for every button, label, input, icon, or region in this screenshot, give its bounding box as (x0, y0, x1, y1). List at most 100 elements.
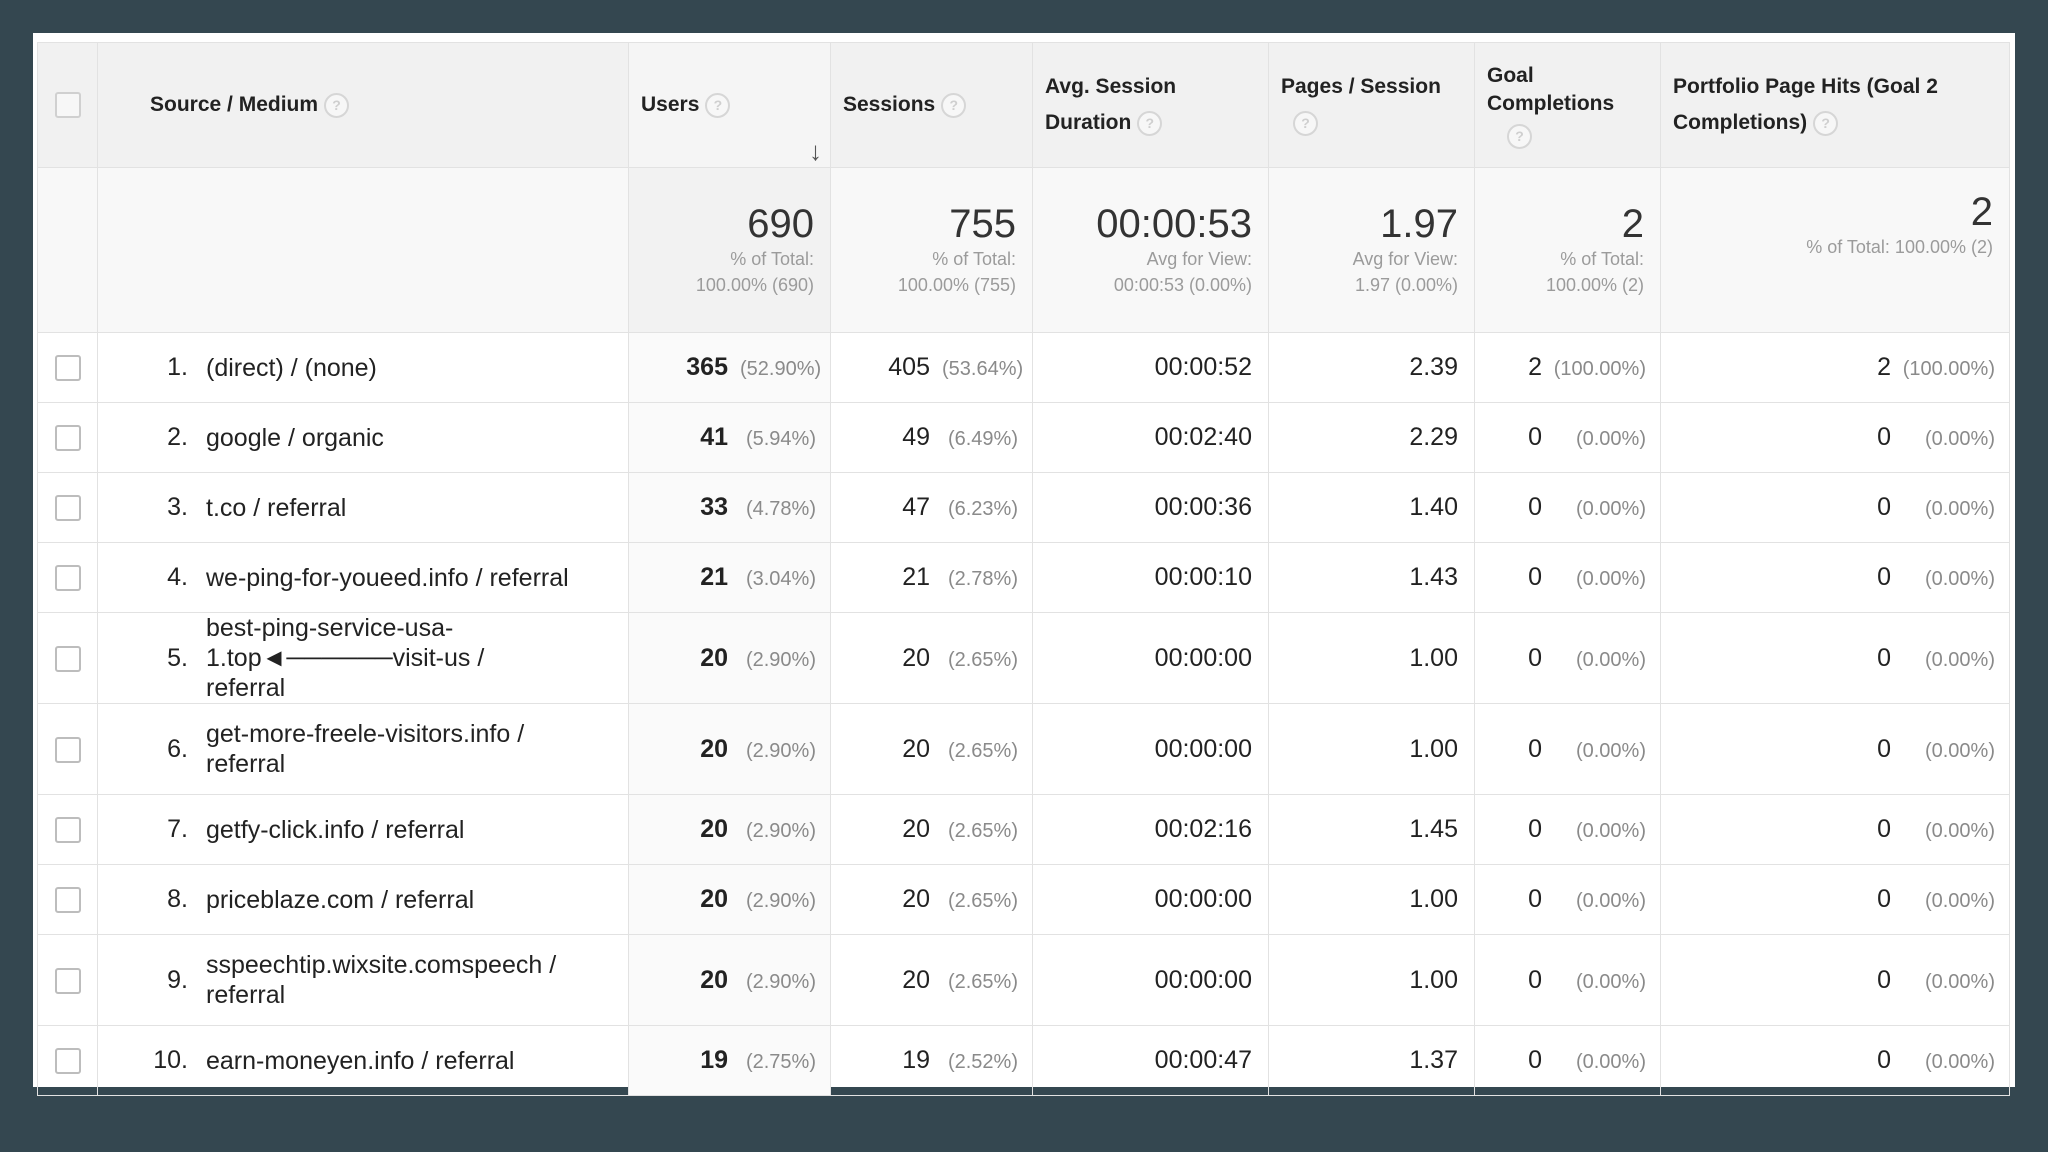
row-checkbox[interactable] (54, 887, 81, 914)
goal-pct: (0.00%) (1575, 648, 1646, 671)
table-row[interactable]: 6. get-more-freele-visitors.info / referr… (37, 703, 2010, 795)
source-medium-link[interactable]: google / organic (206, 423, 384, 452)
col-label: Pages / Session (1281, 75, 1441, 98)
total-value: 2 (1621, 202, 1644, 246)
goal-pct: (0.00%) (1575, 739, 1646, 762)
row-checkbox[interactable] (54, 355, 81, 382)
row-checkbox[interactable] (54, 645, 81, 672)
table-row[interactable]: 1. (direct) / (none) 365 (52.90%) 405 (53.6… (37, 332, 2010, 403)
source-medium-link[interactable]: (direct) / (none) (206, 353, 377, 382)
row-rank: 4. (167, 563, 188, 591)
row-checkbox[interactable] (54, 817, 81, 844)
col-users[interactable]: Users? ↓ (628, 42, 831, 168)
total-sub: % of Total: (730, 249, 814, 269)
source-medium-link[interactable]: getfy-click.info / referral (206, 815, 465, 844)
users-pct: (2.90%) (745, 739, 816, 762)
total-value: 00:00:53 (1096, 202, 1252, 246)
row-checkbox[interactable] (54, 736, 81, 763)
total-sub: % of Total: (932, 249, 1016, 269)
sessions-value: 20 (902, 643, 930, 672)
sort-descending-arrow-icon[interactable]: ↓ (809, 136, 822, 166)
goal-value: 0 (1528, 1046, 1542, 1074)
users-value: 21 (700, 563, 728, 591)
table-row[interactable]: 10. earn-moneyen.info / referral 19 (2.75%… (37, 1025, 2010, 1096)
users-value: 20 (700, 815, 728, 843)
users-pct: (4.78%) (745, 498, 816, 520)
row-rank: 3. (167, 493, 188, 521)
table-row[interactable]: 2. google / organic 41 (5.94%) 49 (6.49%) 0… (37, 402, 2010, 473)
hits-pct: (0.00%) (1924, 739, 1995, 762)
table-row[interactable]: 7. getfy-click.info / referral 20 (2.90%) … (37, 794, 2010, 865)
sessions-pct: (6.23%) (947, 498, 1018, 520)
row-checkbox[interactable] (54, 1048, 81, 1075)
hits-pct: (0.00%) (1924, 428, 1995, 450)
total-sub: Avg for View: (1146, 249, 1252, 269)
source-medium-link[interactable]: earn-moneyen.info / referral (206, 1046, 515, 1075)
col-portfolio-page-hits[interactable]: Portfolio Page Hits (Goal 2 Completions)… (1660, 42, 2010, 168)
help-icon[interactable]: ? (705, 92, 731, 118)
table-row[interactable]: 3. t.co / referral 33 (4.78%) 47 (6.23%) 00… (37, 472, 2010, 543)
goal-value: 0 (1528, 493, 1542, 521)
source-medium-link[interactable]: priceblaze.com / referral (206, 885, 475, 914)
source-medium-link[interactable]: sspeechtip.wixsite.comspeech / referral (206, 951, 557, 1009)
help-icon[interactable]: ? (1507, 123, 1532, 149)
hits-value: 0 (1877, 734, 1891, 763)
avg-session-duration-value: 00:00:00 (1032, 864, 1269, 935)
total-sub: 100.00% (755) (897, 275, 1016, 295)
col-sessions[interactable]: Sessions? (830, 42, 1033, 168)
table-row[interactable]: 9. sspeechtip.wixsite.comspeech / referra… (37, 934, 2010, 1026)
col-label: Goal Completions (1487, 63, 1615, 115)
avg-session-duration-value: 00:00:36 (1032, 472, 1269, 543)
avg-session-duration-value: 00:00:10 (1032, 542, 1269, 613)
col-source-medium[interactable]: Source / Medium? (97, 42, 629, 168)
select-all-cell (37, 42, 98, 168)
goal-pct: (0.00%) (1575, 970, 1646, 993)
source-medium-table: Source / Medium? Users? ↓ Sessions? (37, 42, 2010, 1096)
row-checkbox[interactable] (54, 425, 81, 452)
col-pages-per-session[interactable]: Pages / Session? (1268, 42, 1475, 168)
col-label: Avg. Session Duration (1045, 75, 1177, 134)
users-pct: (2.90%) (745, 970, 816, 993)
goal-pct: (0.00%) (1575, 1051, 1646, 1073)
hits-value: 0 (1877, 493, 1891, 521)
help-icon[interactable]: ? (1813, 110, 1839, 136)
pages-per-session-value: 1.45 (1268, 794, 1475, 865)
hits-pct: (0.00%) (1924, 1051, 1995, 1073)
select-all-checkbox[interactable] (54, 92, 81, 119)
col-avg-session-duration[interactable]: Avg. Session Duration? (1032, 42, 1269, 168)
table-row[interactable]: 8. priceblaze.com / referral 20 (2.90%) 20… (37, 864, 2010, 935)
pages-per-session-value: 1.00 (1268, 934, 1475, 1026)
help-icon[interactable]: ? (1137, 110, 1163, 136)
sessions-pct: (6.49%) (947, 428, 1018, 450)
total-sub: Avg for View: (1352, 249, 1458, 269)
source-medium-link[interactable]: we-ping-for-youeed.info / referral (206, 563, 569, 592)
users-pct: (2.90%) (745, 820, 816, 842)
row-checkbox[interactable] (54, 967, 81, 994)
pages-per-session-value: 1.00 (1268, 612, 1475, 704)
col-goal-completions[interactable]: Goal Completions? (1474, 42, 1661, 168)
row-rank: 8. (167, 885, 188, 913)
row-checkbox[interactable] (54, 565, 81, 592)
help-icon[interactable]: ? (324, 92, 350, 118)
sessions-value: 21 (902, 563, 930, 591)
help-icon[interactable]: ? (1293, 110, 1318, 136)
goal-pct: (0.00%) (1575, 498, 1646, 520)
source-medium-link[interactable]: best-ping-service-usa-1.top◄──────visit-… (206, 614, 485, 702)
hits-pct: (100.00%) (1902, 358, 1995, 380)
table-row[interactable]: 4. we-ping-for-youeed.info / referral 21 (… (37, 542, 2010, 613)
pages-per-session-value: 2.29 (1268, 402, 1475, 473)
total-sub: 1.97 (0.00%) (1354, 275, 1458, 295)
goal-value: 0 (1528, 965, 1542, 994)
help-icon[interactable]: ? (941, 92, 967, 118)
col-label: Source / Medium (150, 93, 319, 116)
total-sub: 100.00% (690) (695, 275, 814, 295)
row-rank: 9. (167, 965, 188, 994)
hits-value: 0 (1877, 965, 1891, 994)
avg-session-duration-value: 00:00:00 (1032, 612, 1269, 704)
pages-per-session-value: 1.00 (1268, 864, 1475, 935)
source-medium-link[interactable]: t.co / referral (206, 493, 347, 522)
table-row[interactable]: 5. best-ping-service-usa-1.top◄──────visi… (37, 612, 2010, 704)
source-medium-link[interactable]: get-more-freele-visitors.info / referral (206, 720, 525, 778)
row-rank: 2. (167, 423, 188, 451)
row-checkbox[interactable] (54, 495, 81, 522)
